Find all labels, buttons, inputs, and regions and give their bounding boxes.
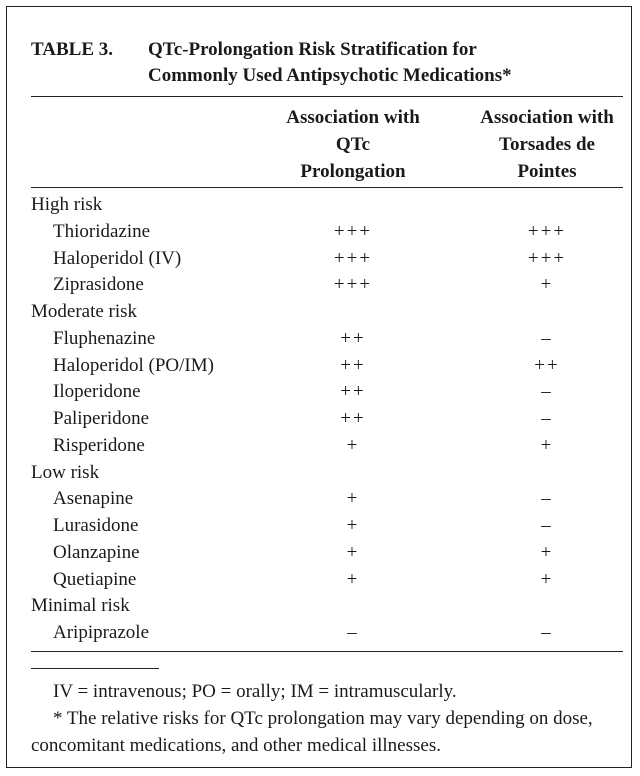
table-row: Thioridazine +++ +++ [31,219,631,246]
risk-group-label: High risk [31,194,103,215]
qtc-association-value: – [347,622,359,643]
qtc-association-value: + [346,541,360,563]
table-row: Haloperidol (IV) +++ +++ [31,246,631,273]
tdp-association-value: – [541,488,553,510]
table-row: Olanzapine + + [31,540,631,567]
table-body: High risk Thioridazine +++ +++ Haloperidol (… [31,192,631,647]
top-rule [31,96,623,97]
bottom-rule [31,651,623,652]
column-header-qtc-line: QTc [335,134,371,155]
risk-group-label: Minimal risk [31,595,130,617]
drug-name: Haloperidol (IV) [53,247,182,269]
drug-name: Fluphenazine [53,327,156,349]
table-label: TABLE 3. [31,39,114,60]
qtc-association-value: +++ [333,274,373,296]
drug-name: Ziprasidone [53,274,144,296]
table-row: Aripiprazole – – [31,620,631,647]
qtc-association-value: ++ [340,408,366,429]
drug-name: Lurasidone [53,515,139,536]
drug-name: Paliperidone [53,408,150,429]
drug-name: Iloperidone [53,381,141,403]
drug-name: Quetiapine [53,568,137,590]
drug-name: Aripiprazole [53,622,150,643]
column-header-tdp-line: Pointes [517,161,577,182]
tdp-association-value: – [541,515,553,536]
tdp-association-value: +++ [527,220,567,242]
risk-group-row: Minimal risk [31,593,631,620]
header-rule [31,187,623,188]
qtc-association-value: ++ [340,381,366,403]
footnotes: IV = intravenous; PO = orally; IM = intr… [31,678,627,759]
risk-group-label: Moderate risk [31,301,138,322]
qtc-association-value: +++ [333,247,373,269]
table-row: Paliperidone ++ – [31,406,631,433]
footnote-abbreviations: IV = intravenous; PO = orally; IM = intr… [53,681,457,702]
qtc-association-value: + [346,434,360,456]
table-title-line-2: Commonly Used Antipsychotic Medications* [148,65,512,86]
tdp-association-value: – [541,381,553,403]
qtc-association-value: + [346,515,360,536]
column-header-qtc-line: Association with [286,107,420,128]
tdp-association-value: +++ [527,247,567,269]
table-row: Haloperidol (PO/IM) ++ ++ [31,353,631,380]
risk-group-row: Low risk [31,460,631,487]
table-row: Asenapine + – [31,486,631,513]
tdp-association-value: + [540,434,554,456]
risk-group-row: High risk [31,192,631,219]
drug-name: Risperidone [53,434,145,456]
qtc-association-value: ++ [340,327,366,349]
qtc-association-value: + [346,488,360,510]
column-header-tdp-line: Torsades de [499,134,595,155]
drug-name: Asenapine [53,488,134,510]
tdp-association-value: + [540,541,554,563]
qtc-association-value: +++ [333,220,373,242]
table-caption: TABLE 3. QTc-Prolongation Risk Stratific… [31,37,512,89]
column-header-tdp: Association with Torsades de Pointes [462,104,632,185]
tdp-association-value: – [541,327,553,349]
table-row: Lurasidone + – [31,513,631,540]
tdp-association-value: – [541,622,553,643]
tdp-association-value: + [540,274,554,296]
drug-name: Olanzapine [53,541,140,563]
tdp-association-value: + [540,568,554,590]
table-row: Ziprasidone +++ + [31,272,631,299]
qtc-association-value: ++ [340,354,366,376]
tdp-association-value: ++ [534,354,560,376]
drug-name: Haloperidol (PO/IM) [53,354,214,376]
table-title: QTc-Prolongation Risk Stratification for… [148,37,512,89]
table-frame: TABLE 3. QTc-Prolongation Risk Stratific… [6,6,632,768]
tdp-association-value: – [541,408,553,429]
risk-group-label: Low risk [31,461,100,483]
footnote-asterisk: * The relative risks for QTc prolongatio… [31,708,593,756]
footnote-rule [31,668,159,669]
risk-group-row: Moderate risk [31,299,631,326]
column-header-qtc: Association with QTc Prolongation [257,104,449,185]
qtc-association-value: + [346,568,360,590]
table-row: Risperidone + + [31,433,631,460]
column-header-qtc-line: Prolongation [300,161,406,182]
table-row: Iloperidone ++ – [31,379,631,406]
table-row: Quetiapine + + [31,567,631,594]
table-row: Fluphenazine ++ – [31,326,631,353]
drug-name: Thioridazine [53,220,151,242]
column-header-tdp-line: Association with [480,107,614,128]
table-title-line-1: QTc-Prolongation Risk Stratification for [148,39,477,60]
